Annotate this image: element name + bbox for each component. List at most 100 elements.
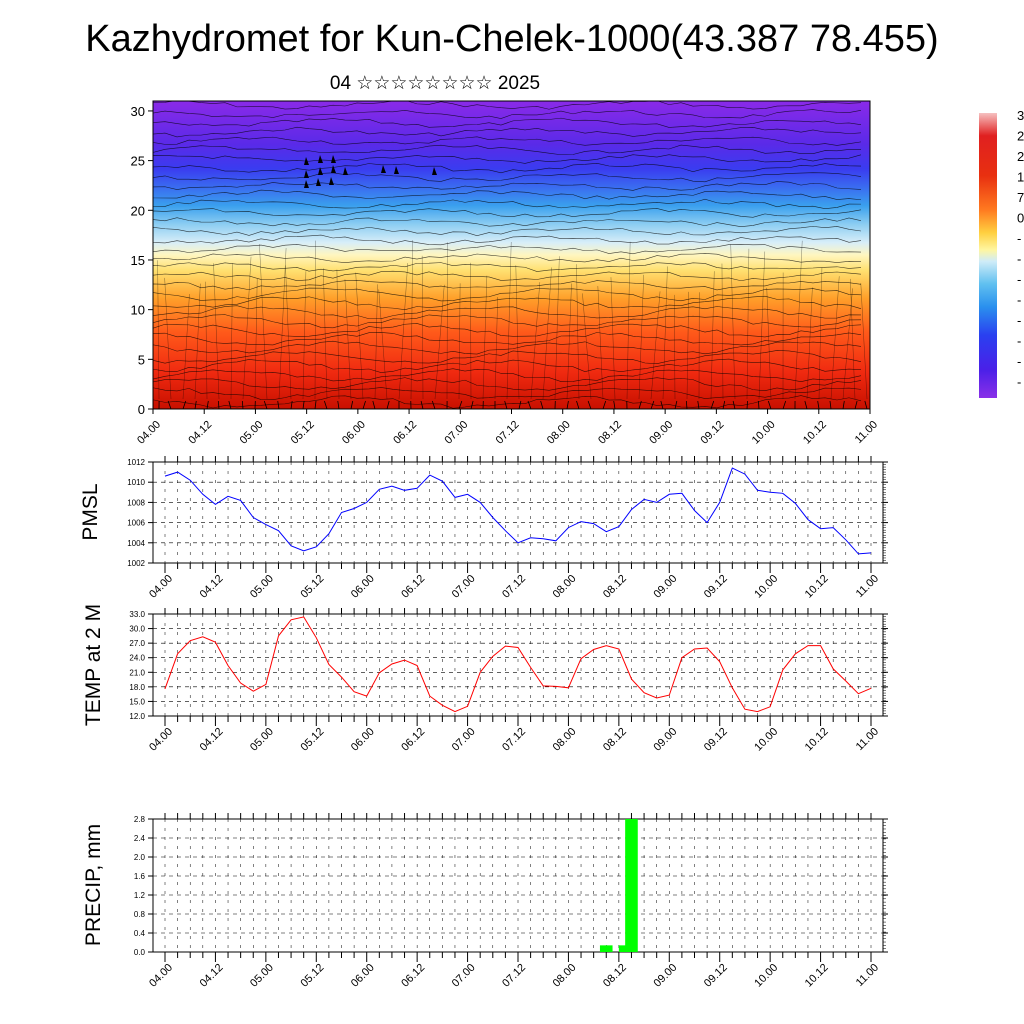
wind-vertical-line [674, 294, 676, 400]
wind-surface-tick [854, 400, 858, 409]
wind-surface-tick [350, 400, 354, 409]
xtick-label: 08.00 [551, 573, 579, 601]
wind-surface-tick [194, 400, 197, 409]
temp-panel: 33.0 30.0 27.0 24.0 21.0 18.0 15.0 12.004.00 04.… [82, 604, 888, 754]
colorbar-tick-label: 2 [1017, 149, 1024, 164]
colorbar-tick-label: 1 [1017, 170, 1024, 185]
wind-vertical-line [554, 256, 560, 400]
wind-surface-tick [167, 400, 172, 409]
wind-vertical-line [164, 277, 172, 400]
wind-barb-flag [304, 170, 309, 178]
colorbar-tick-label: 2 [1017, 129, 1024, 144]
wind-vertical-line [205, 281, 208, 400]
xtick-label: 04.12 [198, 573, 226, 601]
wind-streamline [153, 198, 862, 209]
wind-vertical-line [638, 274, 644, 400]
xsec-xtick-label: 08.12 [596, 419, 624, 447]
xsec-xtick-label: 09.12 [699, 419, 727, 447]
xtick-label: 04.12 [198, 726, 226, 754]
wind-vertical-line [746, 248, 750, 400]
precip-grid [153, 818, 883, 953]
ytick-label: 15.0 [129, 697, 145, 706]
wind-surface-tick [817, 400, 820, 409]
wind-streamline [153, 163, 862, 174]
xsec-ytick-label: 30 [131, 104, 145, 119]
xsec-ytick-label: 10 [131, 303, 145, 318]
wind-surface-tick [587, 400, 592, 409]
wind-barb-flag [381, 165, 386, 173]
temp-grid [153, 613, 883, 717]
wind-surface-tick [277, 400, 280, 409]
ytick-label: 33.0 [129, 610, 145, 619]
cross-section-field [153, 101, 870, 409]
wind-vertical-line [336, 269, 340, 400]
wind-streamline [153, 117, 862, 128]
temp-series-line [164, 616, 872, 713]
wind-vertical-line [398, 263, 408, 400]
wind-surface-tick [576, 400, 580, 409]
xsec-xtick-label: 05.12 [289, 419, 317, 447]
ytick-label: 2.0 [134, 853, 146, 862]
xtick-label: 07.12 [500, 962, 528, 990]
wind-barb-flag [329, 177, 334, 185]
wind-vertical-line [710, 271, 715, 400]
wind-streamline [153, 395, 862, 409]
xtick-label: 07.00 [450, 573, 478, 601]
xtick-label: 09.00 [651, 726, 679, 754]
wind-streamline [153, 226, 862, 237]
wind-barb-flag [394, 166, 399, 174]
precip-bar [618, 945, 632, 952]
wind-vertical-line [242, 256, 252, 400]
xsec-ytick-label: 15 [131, 253, 145, 268]
pmsl-ylabel: PMSL [79, 483, 102, 540]
wind-streamline [153, 234, 862, 246]
wind-streamline [153, 189, 862, 201]
wind-streamline [153, 323, 862, 338]
wind-vertical-line [458, 283, 461, 400]
wind-barb-flag [304, 180, 309, 188]
xsec-xtick-label: 06.00 [340, 419, 368, 447]
xtick-label: 11.00 [854, 573, 881, 600]
wind-vertical-line [576, 264, 580, 400]
wind-barb-flag [316, 178, 321, 186]
wind-vertical-line [259, 244, 268, 400]
xtick-label: 11.00 [854, 726, 881, 753]
wind-vertical-line [650, 291, 661, 400]
xtick-label: 04.00 [147, 573, 175, 601]
wind-barbs [304, 155, 437, 188]
ytick-label: 24.0 [129, 654, 145, 663]
xtick-label: 10.12 [803, 962, 831, 990]
wind-vertical-line [482, 275, 488, 400]
wind-streamline [153, 332, 862, 346]
xtick-label: 11.00 [854, 962, 881, 989]
wind-vertical-line [278, 248, 287, 400]
wind-streamline [153, 387, 862, 400]
wind-vertical-line [494, 297, 498, 400]
xsec-ytick-label: 20 [131, 203, 145, 218]
ytick-label: 0.8 [134, 910, 146, 919]
chart-subtitle: 04 ☆☆☆☆☆☆☆☆ 2025 [329, 73, 541, 94]
wind-surface-tick [602, 400, 607, 409]
xtick-label: 09.00 [651, 573, 679, 601]
xtick-label: 07.00 [450, 726, 478, 754]
xtick-label: 08.12 [601, 726, 629, 754]
precip-panel: 2.8 2.4 2.0 1.6 1.2 0.8 0.4 0.004.00 04.12 05.00 0… [82, 813, 888, 990]
xtick-label: 10.00 [752, 573, 780, 601]
xsec-xtick-label: 10.12 [801, 419, 829, 447]
wind-surface-tick [685, 400, 688, 409]
colorbar-tick-label: - [1017, 313, 1021, 328]
wind-vertical-line [434, 284, 445, 400]
colorbar-tick-label: - [1017, 272, 1021, 287]
wind-streamlines [153, 101, 868, 409]
wind-streamline [153, 109, 862, 119]
precip-bar [625, 819, 638, 952]
wind-streamline [153, 154, 862, 164]
wind-streamline [153, 305, 862, 320]
wind-streamline [153, 262, 862, 272]
wind-streamline [153, 217, 862, 228]
wind-vertical-line [446, 242, 448, 400]
xsec-xtick-label: 10.00 [750, 419, 778, 447]
ytick-label: 21.0 [129, 668, 145, 677]
xtick-label: 08.12 [601, 962, 629, 990]
